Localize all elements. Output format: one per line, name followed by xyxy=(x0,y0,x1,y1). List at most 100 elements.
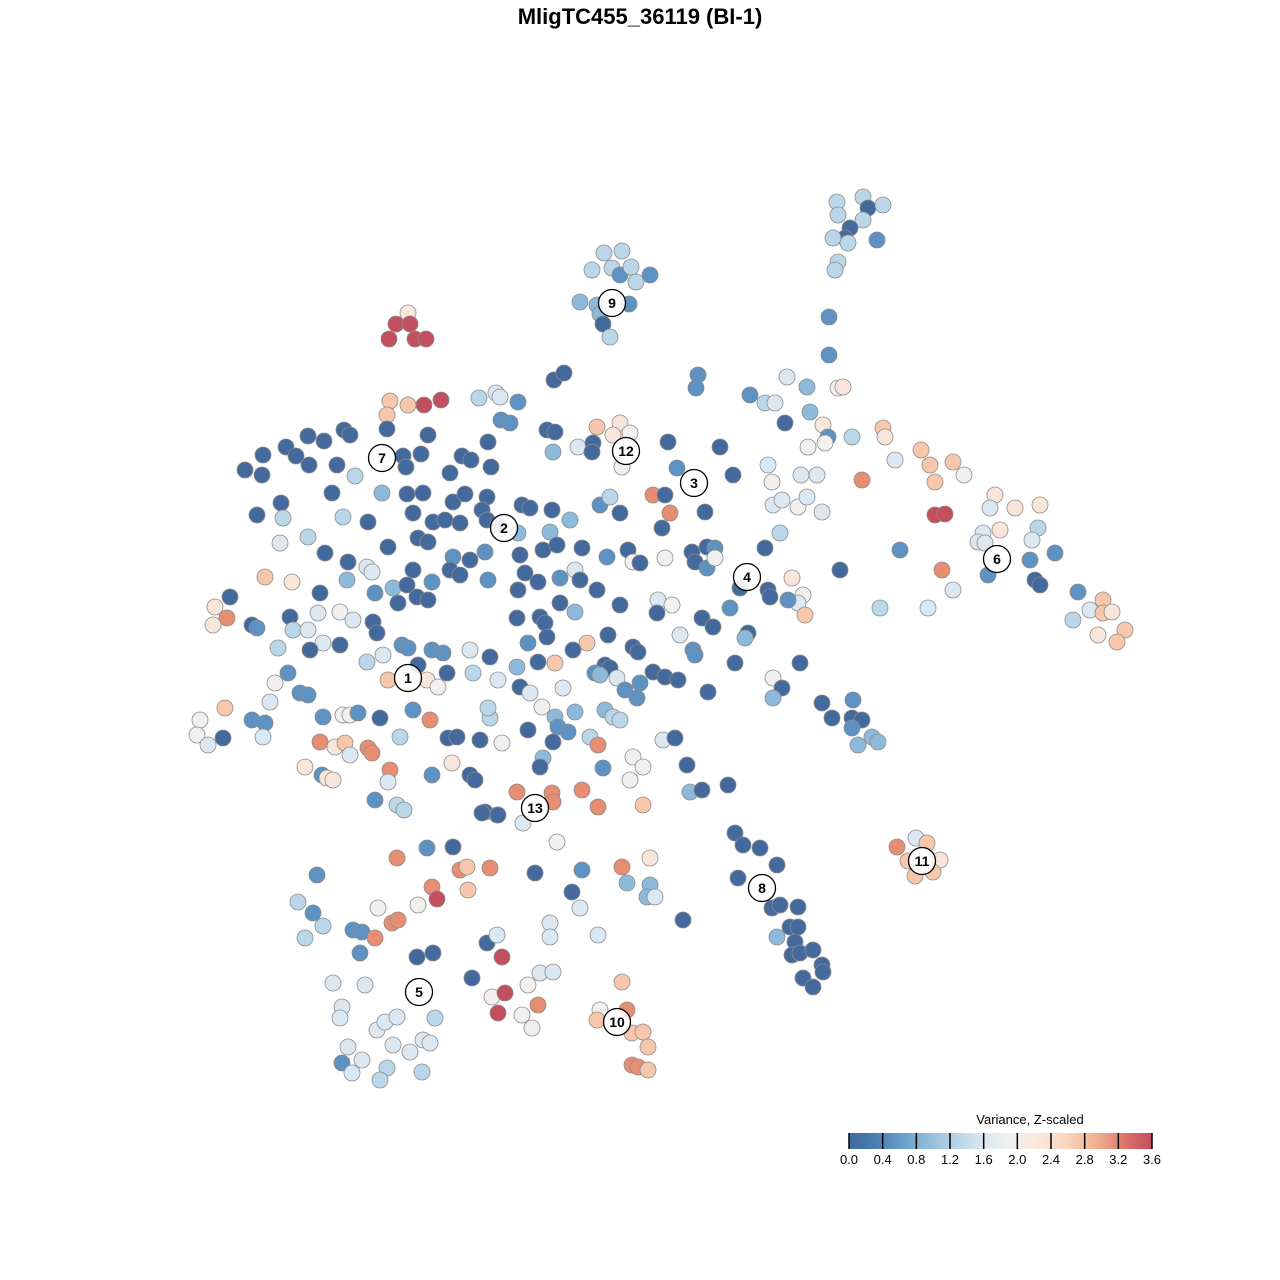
data-point xyxy=(634,1023,652,1041)
data-point xyxy=(379,671,397,689)
data-point xyxy=(534,541,552,559)
data-point xyxy=(791,654,809,672)
data-point xyxy=(804,978,822,996)
data-point xyxy=(448,728,466,746)
data-point xyxy=(254,446,272,464)
data-point xyxy=(687,379,705,397)
data-point xyxy=(601,328,619,346)
data-point xyxy=(221,588,239,606)
data-point xyxy=(944,453,962,471)
data-point xyxy=(686,646,704,664)
data-point xyxy=(669,671,687,689)
data-point xyxy=(589,798,607,816)
data-point xyxy=(1069,583,1087,601)
cluster-label-number: 4 xyxy=(743,569,751,585)
data-point xyxy=(314,634,332,652)
data-point xyxy=(771,896,789,914)
data-point xyxy=(912,441,930,459)
data-point xyxy=(379,773,397,791)
data-point xyxy=(981,499,999,517)
data-point xyxy=(204,616,222,634)
data-point xyxy=(482,458,500,476)
data-point xyxy=(521,499,539,517)
data-point xyxy=(621,771,639,789)
cluster-label-9: 9 xyxy=(597,288,627,318)
data-point xyxy=(466,771,484,789)
data-point xyxy=(339,1038,357,1056)
data-point xyxy=(1006,499,1024,517)
data-point xyxy=(594,315,612,333)
data-point xyxy=(531,758,549,776)
cluster-label-12: 12 xyxy=(611,436,641,466)
data-point xyxy=(613,242,631,260)
data-point xyxy=(628,689,646,707)
data-point xyxy=(608,669,626,687)
data-point xyxy=(311,733,329,751)
data-point xyxy=(368,624,386,642)
data-point xyxy=(1023,531,1041,549)
data-point xyxy=(726,654,744,672)
data-point xyxy=(432,391,450,409)
data-point xyxy=(874,196,892,214)
data-point xyxy=(451,514,469,532)
data-point xyxy=(206,598,224,616)
data-point xyxy=(622,258,640,276)
data-point xyxy=(646,888,664,906)
data-point xyxy=(776,414,794,432)
data-point xyxy=(366,584,384,602)
data-point xyxy=(1031,496,1049,514)
data-point xyxy=(424,944,442,962)
data-point xyxy=(314,708,332,726)
data-point xyxy=(369,899,387,917)
data-point xyxy=(798,488,816,506)
data-point xyxy=(509,393,527,411)
data-point xyxy=(589,926,607,944)
data-point xyxy=(489,671,507,689)
data-point xyxy=(551,569,569,587)
data-point xyxy=(444,838,462,856)
data-point xyxy=(599,626,617,644)
data-point xyxy=(634,796,652,814)
cluster-label-number: 7 xyxy=(378,450,386,466)
data-point xyxy=(541,523,559,541)
data-point xyxy=(274,509,292,527)
data-point xyxy=(598,548,616,566)
data-point xyxy=(289,893,307,911)
data-point xyxy=(796,606,814,624)
cluster-label-number: 9 xyxy=(608,295,616,311)
data-point xyxy=(693,781,711,799)
data-point xyxy=(419,591,437,609)
data-point xyxy=(331,636,349,654)
cluster-label-4: 4 xyxy=(732,562,762,592)
data-point xyxy=(339,553,357,571)
data-point xyxy=(299,528,317,546)
data-point xyxy=(384,579,402,597)
colorbar-tick-label: 1.6 xyxy=(975,1152,993,1167)
cluster-label-number: 12 xyxy=(618,443,634,459)
colorbar-tick-label: 0.8 xyxy=(907,1152,925,1167)
data-point xyxy=(589,736,607,754)
data-point xyxy=(868,231,886,249)
data-point xyxy=(496,984,514,1002)
data-point xyxy=(823,709,841,727)
data-point xyxy=(778,368,796,386)
data-point xyxy=(656,549,674,567)
data-point xyxy=(236,461,254,479)
data-point xyxy=(761,588,779,606)
data-point xyxy=(316,544,334,562)
data-point xyxy=(764,689,782,707)
data-point xyxy=(844,691,862,709)
data-point xyxy=(783,569,801,587)
data-point xyxy=(378,420,396,438)
data-point xyxy=(415,396,433,414)
data-point xyxy=(843,719,861,737)
data-point xyxy=(349,704,367,722)
data-point xyxy=(299,621,317,639)
data-point xyxy=(464,664,482,682)
data-point xyxy=(678,756,696,774)
data-point xyxy=(473,804,491,822)
colorbar-tick-label: 0.0 xyxy=(840,1152,858,1167)
data-point xyxy=(573,781,591,799)
data-point xyxy=(521,684,539,702)
data-point xyxy=(573,861,591,879)
